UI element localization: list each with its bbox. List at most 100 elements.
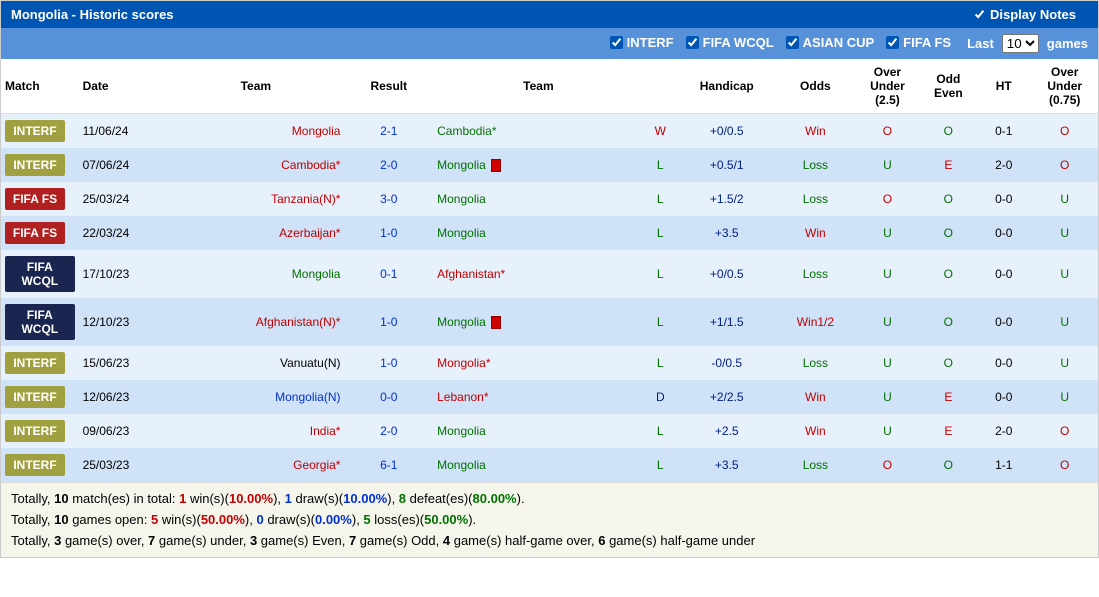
table-header-row: MatchDateTeamResultTeamHandicapOddsOver … bbox=[1, 59, 1098, 114]
col-header: Match bbox=[1, 59, 79, 114]
col-header: HT bbox=[976, 59, 1031, 114]
ou075: O bbox=[1031, 148, 1098, 182]
away-team[interactable]: Cambodia* bbox=[433, 114, 644, 149]
wdl: L bbox=[644, 346, 677, 380]
filter-checkbox[interactable] bbox=[886, 36, 899, 49]
match-tag: FIFA WCQL bbox=[1, 298, 79, 346]
ou25: U bbox=[854, 346, 920, 380]
col-header: Over Under (0.75) bbox=[1031, 59, 1098, 114]
handicap: +3.5 bbox=[677, 216, 777, 250]
result[interactable]: 2-0 bbox=[344, 148, 433, 182]
half-time: 0-1 bbox=[976, 114, 1031, 149]
col-header: Team bbox=[433, 59, 644, 114]
ou075: U bbox=[1031, 298, 1098, 346]
odds: Loss bbox=[777, 182, 855, 216]
last-games-select[interactable]: 10 bbox=[1002, 34, 1039, 53]
away-team[interactable]: Afghanistan* bbox=[433, 250, 644, 298]
wdl: L bbox=[644, 148, 677, 182]
match-tag: FIFA FS bbox=[1, 182, 79, 216]
handicap: +0/0.5 bbox=[677, 250, 777, 298]
display-notes-toggle[interactable]: Display Notes bbox=[973, 7, 1076, 22]
home-team[interactable]: Afghanistan(N)* bbox=[167, 298, 344, 346]
home-team[interactable]: Cambodia* bbox=[167, 148, 344, 182]
result[interactable]: 6-1 bbox=[344, 448, 433, 482]
away-team[interactable]: Mongolia* bbox=[433, 346, 644, 380]
wdl: L bbox=[644, 414, 677, 448]
table-row: INTERF07/06/24Cambodia*2-0Mongolia L+0.5… bbox=[1, 148, 1098, 182]
away-team[interactable]: Mongolia bbox=[433, 414, 644, 448]
match-tag: INTERF bbox=[1, 346, 79, 380]
match-date: 11/06/24 bbox=[79, 114, 168, 149]
filter-fifa-wcql[interactable]: FIFA WCQL bbox=[686, 35, 774, 50]
odds: Win bbox=[777, 114, 855, 149]
odd-even: E bbox=[921, 148, 976, 182]
match-date: 09/06/23 bbox=[79, 414, 168, 448]
filter-checkbox[interactable] bbox=[686, 36, 699, 49]
wdl: D bbox=[644, 380, 677, 414]
match-date: 12/10/23 bbox=[79, 298, 168, 346]
half-time: 0-0 bbox=[976, 182, 1031, 216]
match-date: 12/06/23 bbox=[79, 380, 168, 414]
filter-checkbox[interactable] bbox=[786, 36, 799, 49]
home-team[interactable]: Tanzania(N)* bbox=[167, 182, 344, 216]
away-team[interactable]: Mongolia bbox=[433, 182, 644, 216]
result[interactable]: 0-0 bbox=[344, 380, 433, 414]
result[interactable]: 1-0 bbox=[344, 346, 433, 380]
ou075: O bbox=[1031, 414, 1098, 448]
home-team[interactable]: Mongolia bbox=[167, 250, 344, 298]
home-team[interactable]: Mongolia(N) bbox=[167, 380, 344, 414]
odd-even: O bbox=[921, 298, 976, 346]
filter-checkbox[interactable] bbox=[610, 36, 623, 49]
filter-label: FIFA FS bbox=[903, 35, 951, 50]
match-tag: INTERF bbox=[1, 448, 79, 482]
result[interactable]: 2-1 bbox=[344, 114, 433, 149]
away-team[interactable]: Mongolia bbox=[433, 298, 644, 346]
home-team[interactable]: Vanuatu(N) bbox=[167, 346, 344, 380]
home-team[interactable]: Georgia* bbox=[167, 448, 344, 482]
ou25: O bbox=[854, 114, 920, 149]
away-team[interactable]: Mongolia bbox=[433, 216, 644, 250]
match-date: 17/10/23 bbox=[79, 250, 168, 298]
display-notes-checkbox[interactable] bbox=[973, 8, 986, 21]
home-team[interactable]: Azerbaijan* bbox=[167, 216, 344, 250]
red-card-icon bbox=[491, 159, 501, 172]
away-team[interactable]: Mongolia bbox=[433, 448, 644, 482]
wdl: L bbox=[644, 216, 677, 250]
half-time: 0-0 bbox=[976, 250, 1031, 298]
match-date: 25/03/24 bbox=[79, 182, 168, 216]
filter-label: INTERF bbox=[627, 35, 674, 50]
filter-fifa-fs[interactable]: FIFA FS bbox=[886, 35, 951, 50]
home-team[interactable]: Mongolia bbox=[167, 114, 344, 149]
page-title: Mongolia - Historic scores bbox=[11, 7, 174, 22]
col-header bbox=[644, 59, 677, 114]
match-date: 15/06/23 bbox=[79, 346, 168, 380]
filter-bar: INTERF FIFA WCQL ASIAN CUP FIFA FS Last … bbox=[1, 28, 1098, 59]
filter-asian-cup[interactable]: ASIAN CUP bbox=[786, 35, 875, 50]
odds: Loss bbox=[777, 346, 855, 380]
col-header: Team bbox=[167, 59, 344, 114]
half-time: 1-1 bbox=[976, 448, 1031, 482]
col-header: Result bbox=[344, 59, 433, 114]
ou075: U bbox=[1031, 380, 1098, 414]
half-time: 2-0 bbox=[976, 148, 1031, 182]
result[interactable]: 1-0 bbox=[344, 216, 433, 250]
half-time: 0-0 bbox=[976, 346, 1031, 380]
handicap: +0/0.5 bbox=[677, 114, 777, 149]
match-tag: FIFA WCQL bbox=[1, 250, 79, 298]
table-row: INTERF12/06/23Mongolia(N)0-0Lebanon*D+2/… bbox=[1, 380, 1098, 414]
result[interactable]: 0-1 bbox=[344, 250, 433, 298]
result[interactable]: 2-0 bbox=[344, 414, 433, 448]
filter-interf[interactable]: INTERF bbox=[610, 35, 674, 50]
away-team[interactable]: Mongolia bbox=[433, 148, 644, 182]
summary-line-2: Totally, 10 games open: 5 win(s)(50.00%)… bbox=[11, 510, 1088, 531]
col-header: Handicap bbox=[677, 59, 777, 114]
table-row: FIFA FS22/03/24Azerbaijan*1-0MongoliaL+3… bbox=[1, 216, 1098, 250]
home-team[interactable]: India* bbox=[167, 414, 344, 448]
result[interactable]: 3-0 bbox=[344, 182, 433, 216]
match-tag: FIFA FS bbox=[1, 216, 79, 250]
wdl: W bbox=[644, 114, 677, 149]
result[interactable]: 1-0 bbox=[344, 298, 433, 346]
handicap: +2/2.5 bbox=[677, 380, 777, 414]
away-team[interactable]: Lebanon* bbox=[433, 380, 644, 414]
odd-even: O bbox=[921, 448, 976, 482]
